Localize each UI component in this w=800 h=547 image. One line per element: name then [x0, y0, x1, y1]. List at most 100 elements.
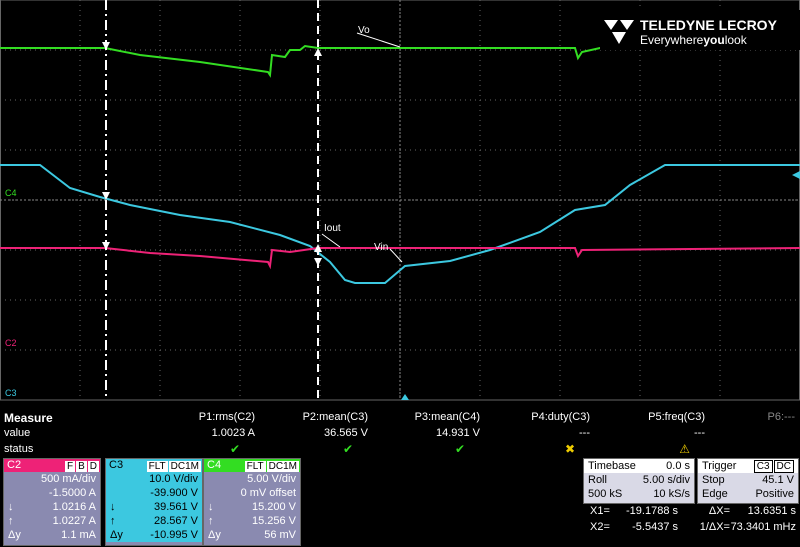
channel-flag: FLT: [146, 461, 168, 472]
channel-marker: C4: [5, 188, 17, 198]
timebase-label: 500 kS: [588, 488, 623, 500]
trigger-label: Edge: [702, 488, 728, 500]
trigger-flags: C3 DC: [753, 459, 794, 473]
timebase-label: Timebase: [588, 460, 636, 472]
channel-flag: DC1M: [266, 461, 299, 472]
param-name: P1:rms(C2): [198, 411, 255, 423]
channel-box: C3 FLT DC1M 10.0 V/div -39.900 V ↓ 39.561 V ↑ 28…: [105, 458, 203, 546]
row-symbol: ↓: [208, 501, 214, 513]
cursor-label: X2=: [590, 521, 610, 533]
row-label: value: [4, 427, 31, 439]
channel-flags: FLT DC1M: [244, 460, 299, 473]
bottom-panel: Measure value status P1:rms(C2) 1.0023 A ✔ P2:…: [0, 405, 800, 547]
trigger-flag: DC: [773, 460, 794, 473]
cursor-value: 73.3401 mHz: [730, 521, 796, 533]
channel-box: C4 FLT DC1M 5.00 V/div 0 mV offset ↓ 15.200 V ↑…: [203, 458, 301, 546]
row-symbol: ↑: [208, 515, 214, 527]
row-symbol: ↓: [110, 501, 116, 513]
param-value: 1.0023 A: [211, 427, 255, 439]
row-symbol: Δy: [110, 529, 123, 541]
grid: [0, 0, 800, 401]
row-value: -1.5000 A: [48, 487, 96, 499]
channel-box: C2 F B D 500 mA/div -1.5000 A ↓ 1.0216 A ↑ 1.0227…: [3, 458, 101, 546]
row-value: 0 mV offset: [240, 487, 296, 499]
channel-row: -39.900 V: [106, 486, 202, 500]
channel-row: ↓ 39.561 V: [106, 500, 202, 514]
trace-vo: [0, 44, 800, 78]
row-symbol: ↑: [110, 515, 116, 527]
timebase-value: 5.00 s/div: [642, 474, 690, 486]
channel-flag: FLT: [244, 461, 266, 472]
timebase-row: Roll 5.00 s/div: [584, 473, 694, 487]
param-status: ✔: [454, 442, 465, 456]
row-value: 10.0 V/div: [149, 473, 198, 485]
param-name: P3:mean(C4): [414, 411, 480, 423]
row-value: 56 mV: [264, 529, 296, 541]
channel-row: ↑ 15.256 V: [204, 514, 300, 528]
channel-flag: B: [76, 461, 87, 472]
param-status: ✔: [229, 442, 240, 456]
channel-row: 5.00 V/div: [204, 472, 300, 486]
channel-marker: C2: [5, 338, 17, 348]
row-symbol: ↓: [8, 501, 14, 513]
brand-tagline: Everywhereyoulook: [640, 33, 748, 47]
param-name: P5:freq(C3): [648, 411, 705, 423]
cursor-label: 1/ΔX=: [699, 521, 730, 533]
cursor-arrows: [102, 42, 322, 266]
row-value: 15.256 V: [251, 515, 296, 527]
trigger-label: Stop: [702, 474, 725, 486]
param-name: P6:---: [767, 411, 796, 423]
trigger-row: Edge Positive: [698, 487, 798, 501]
param-value: ---: [579, 427, 590, 439]
channel-row: ↓ 1.0216 A: [4, 500, 100, 514]
row-value: 15.200 V: [251, 501, 296, 513]
channel-row: Δy -10.995 V: [106, 528, 202, 542]
trigger-flag: C3: [753, 460, 773, 473]
channel-row: 0 mV offset: [204, 486, 300, 500]
param-name: P4:duty(C3): [531, 411, 590, 423]
timebase-row: Timebase 0.0 s: [584, 459, 694, 473]
param-status: ✔: [342, 442, 353, 456]
label-leader: [389, 248, 403, 263]
channel-flag: D: [87, 461, 99, 472]
channel-row: ↑ 1.0227 A: [4, 514, 100, 528]
trace-iout: [0, 247, 800, 270]
row-value: 1.0216 A: [52, 501, 96, 513]
trace-label: Iout: [324, 223, 341, 234]
channel-marker: C3: [5, 388, 17, 398]
row-value: 500 mA/div: [40, 473, 96, 485]
tagline-end: look: [725, 33, 748, 47]
row-value: -39.900 V: [150, 487, 198, 499]
timebase-label: Roll: [588, 474, 607, 486]
row-value: 1.1 mA: [61, 529, 96, 541]
trigger-header: Trigger C3 DC: [698, 459, 798, 473]
trace-label: Vin: [374, 242, 388, 253]
channel-row: 10.0 V/div: [106, 472, 202, 486]
param-status: ✖: [564, 442, 575, 456]
channel-row: ↓ 15.200 V: [204, 500, 300, 514]
logo-bg: [600, 10, 800, 50]
graticule: Vo Iout Vin C4 C2 C3 TELEDYNE LECROY Eve…: [0, 0, 800, 401]
trigger-box: Trigger C3 DC Stop 45.1 V Edge Positive: [697, 458, 799, 504]
brand-name: TELEDYNE LECROY: [640, 17, 778, 33]
param-value: 36.565 V: [323, 427, 368, 439]
row-value: 5.00 V/div: [247, 473, 296, 485]
trigger-row: Stop 45.1 V: [698, 473, 798, 487]
channel-flag: F: [64, 461, 76, 472]
row-value: -10.995 V: [150, 529, 198, 541]
label-leader: [356, 32, 401, 48]
channel-row: 500 mA/div: [4, 472, 100, 486]
trace-vin: [0, 164, 800, 284]
timebase-box: Timebase 0.0 s Roll 5.00 s/div 500 kS 10 kS/s: [583, 458, 695, 504]
channel-row: ↑ 28.567 V: [106, 514, 202, 528]
channel-row: Δy 56 mV: [204, 528, 300, 542]
channel-name: C3: [109, 459, 124, 471]
row-symbol: Δy: [8, 529, 21, 541]
row-label: status: [4, 443, 34, 455]
channel-header: C4 FLT DC1M: [204, 459, 300, 472]
channel-name: C2: [7, 459, 22, 471]
row-symbol: Δy: [208, 529, 221, 541]
cursor-value: -5.5437 s: [632, 521, 678, 533]
timebase-value: 10 kS/s: [653, 488, 690, 500]
